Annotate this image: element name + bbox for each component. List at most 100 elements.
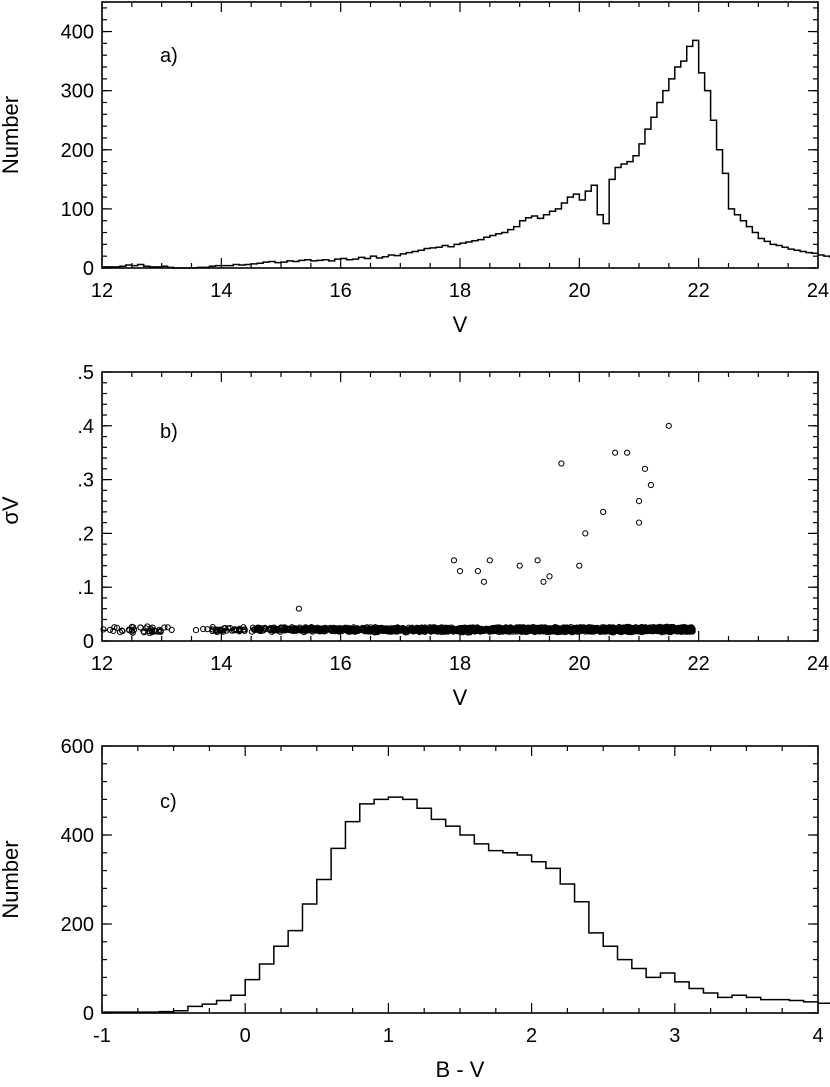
data-point: [406, 627, 413, 634]
data-point: [290, 627, 297, 634]
data-point: [299, 627, 306, 634]
data-point: [273, 626, 280, 633]
data-point: [307, 627, 314, 634]
data-point: [635, 626, 642, 633]
x-axis-label: B - V: [436, 1057, 485, 1082]
data-point: [260, 627, 267, 634]
y-axis-label: σV: [0, 496, 23, 525]
data-point: [288, 624, 296, 631]
data-point: [486, 557, 493, 564]
x-tick-label: 14: [210, 280, 232, 302]
x-axis-label: V: [453, 312, 468, 337]
data-point: [618, 626, 625, 633]
data-point: [300, 625, 307, 632]
data-point: [457, 627, 464, 634]
data-point: [344, 626, 352, 633]
data-point: [521, 627, 528, 634]
data-point: [624, 449, 631, 456]
data-point: [670, 627, 677, 634]
data-point: [589, 627, 596, 635]
x-tick-label: 12: [91, 653, 113, 675]
data-point: [628, 628, 635, 635]
scatter-series: [100, 422, 696, 637]
histogram-series: [102, 796, 830, 1013]
data-point: [389, 628, 396, 635]
data-point: [456, 568, 464, 575]
y-tick-label: .2: [77, 523, 94, 545]
data-point: [438, 624, 445, 631]
data-point: [467, 624, 474, 631]
y-tick-label: 100: [61, 199, 94, 221]
data-point: [161, 624, 168, 631]
x-tick-label: 16: [330, 280, 352, 302]
data-point: [635, 498, 643, 505]
data-point: [295, 605, 302, 612]
data-point: [467, 626, 474, 634]
data-point: [192, 627, 200, 634]
data-point: [371, 625, 378, 632]
data-point: [652, 627, 659, 634]
data-point: [360, 625, 367, 632]
x-tick-label: 0: [240, 1025, 251, 1047]
x-tick-label: 18: [449, 653, 471, 675]
x-tick-label: 18: [449, 280, 471, 302]
x-tick-label: 4: [812, 1025, 823, 1047]
data-point: [558, 460, 565, 467]
data-point: [418, 627, 425, 634]
y-tick-label: 400: [61, 825, 94, 847]
data-point: [113, 624, 121, 631]
data-point: [367, 628, 374, 635]
data-point: [157, 627, 164, 635]
data-point: [576, 562, 583, 569]
y-tick-label: 0: [83, 1003, 94, 1025]
data-point: [619, 627, 627, 634]
data-point: [450, 557, 458, 564]
x-tick-label: 24: [807, 280, 829, 302]
data-point: [253, 625, 260, 632]
data-point: [409, 627, 416, 634]
data-point: [392, 628, 399, 635]
data-point: [474, 568, 481, 575]
data-point: [129, 629, 136, 636]
data-point: [100, 626, 107, 633]
x-tick-label: 2: [526, 1025, 537, 1047]
panel-b: 12 14 16 18 20 22 24 0 .1 .2 .3 .4 .5 VσV b): [0, 362, 829, 710]
data-point: [458, 626, 465, 633]
data-point: [168, 626, 175, 634]
data-point: [529, 624, 536, 632]
data-point: [517, 626, 524, 633]
x-tick-label: 20: [568, 280, 590, 302]
x-tick-label: 22: [688, 280, 710, 302]
data-point: [227, 625, 234, 632]
data-point: [487, 627, 494, 634]
data-point: [220, 628, 227, 635]
data-point: [156, 626, 163, 633]
data-point: [106, 626, 114, 634]
y-axis-label: Number: [0, 840, 23, 918]
data-point: [348, 626, 355, 633]
y-tick-label: 200: [61, 140, 94, 162]
data-point: [307, 624, 314, 632]
data-point: [613, 625, 620, 633]
data-point: [446, 625, 453, 632]
data-point: [546, 573, 553, 580]
data-point: [111, 624, 118, 631]
y-tick-label: 300: [61, 81, 94, 103]
data-point: [119, 628, 126, 635]
data-point: [320, 628, 327, 635]
data-point: [574, 625, 581, 632]
panel-label: b): [160, 421, 178, 443]
y-axis-label: Number: [0, 96, 23, 174]
x-tick-label: 3: [669, 1025, 680, 1047]
data-point: [620, 626, 627, 633]
data-point: [607, 626, 614, 633]
y-tick-label: 0: [83, 631, 94, 653]
data-point: [534, 557, 541, 564]
data-point: [597, 626, 604, 633]
data-point: [374, 625, 381, 632]
panel-label: c): [160, 791, 177, 813]
data-point: [323, 626, 330, 633]
data-point: [375, 626, 382, 633]
data-point: [363, 624, 370, 631]
